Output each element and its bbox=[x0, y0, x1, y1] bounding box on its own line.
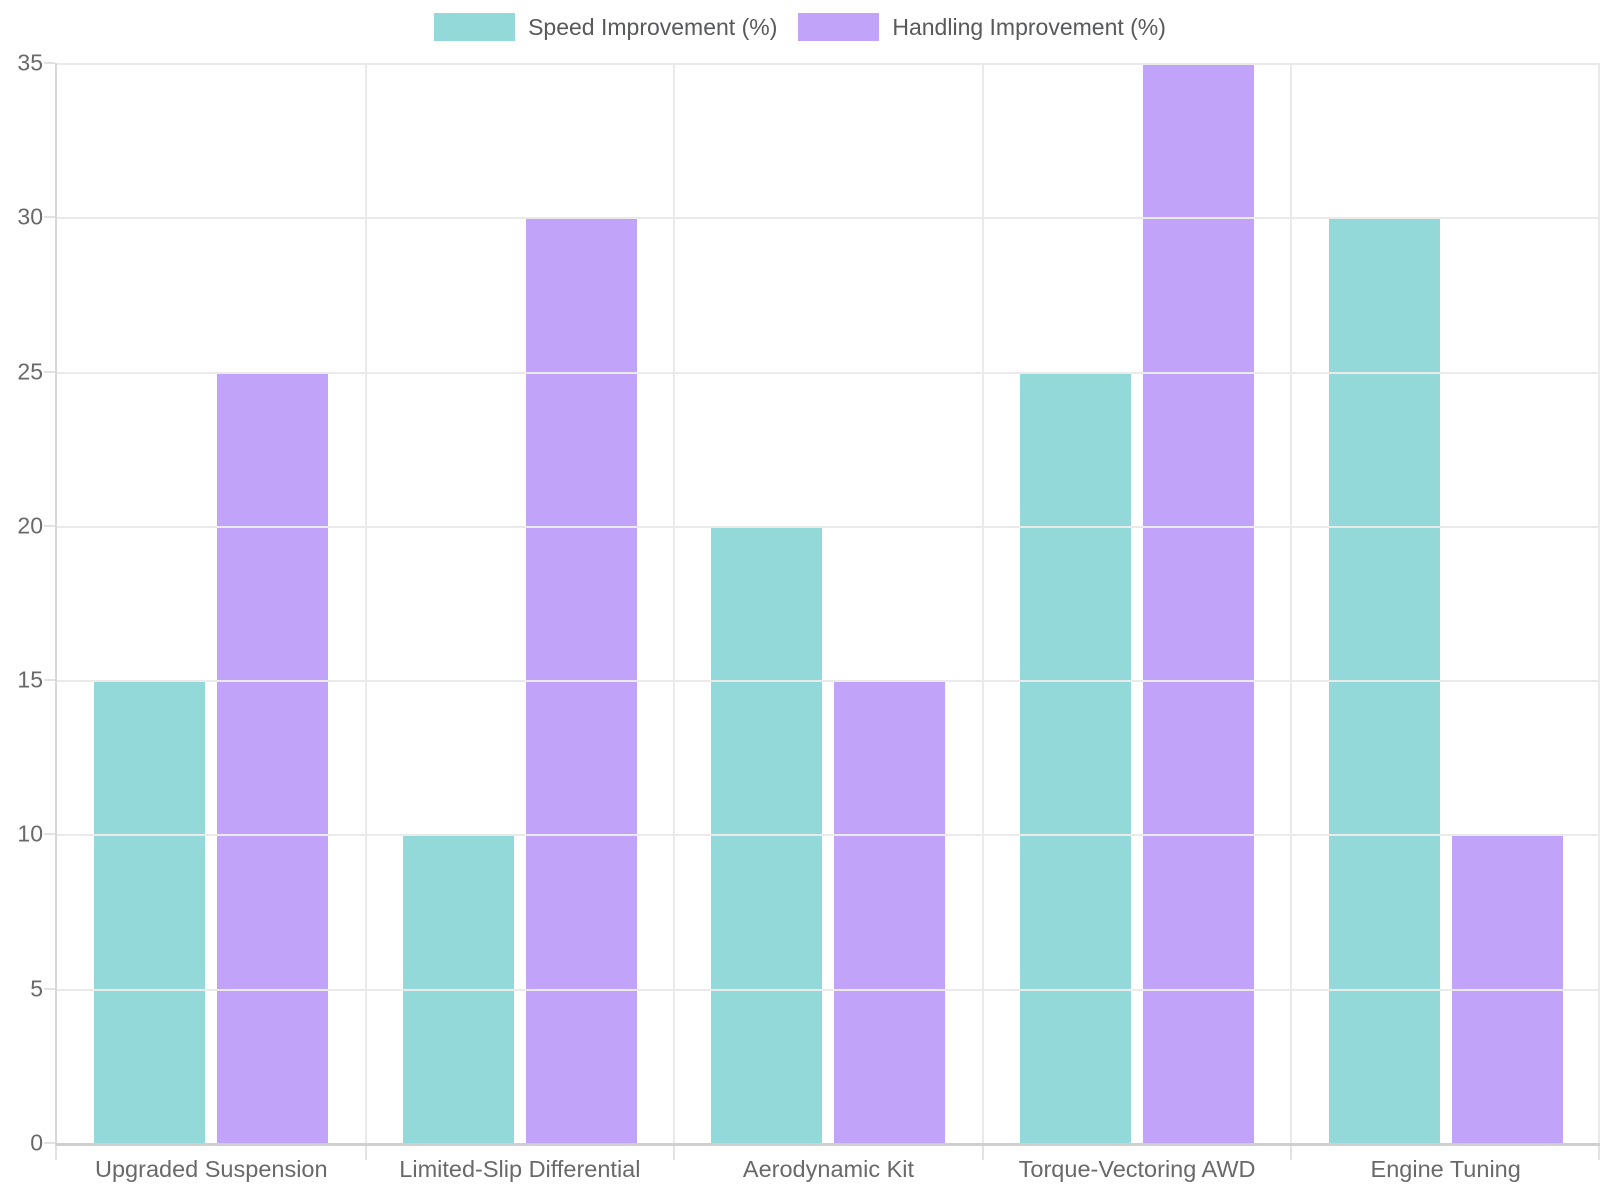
y-tick-mark-0 bbox=[44, 1142, 55, 1144]
y-tick-label-5: 5 bbox=[30, 975, 43, 1002]
category-group-engine-tuning bbox=[1291, 63, 1600, 1143]
legend-label-handling-improvement: Handling Improvement (%) bbox=[892, 13, 1166, 40]
bar-handling-improvement-upgraded-suspension[interactable] bbox=[217, 371, 329, 1143]
bar-speed-improvement-aerodynamic-kit[interactable] bbox=[711, 525, 823, 1143]
y-tick-mark-35 bbox=[44, 62, 55, 64]
y-tick-mark-20 bbox=[44, 524, 55, 527]
category-group-aerodynamic-kit bbox=[674, 63, 983, 1143]
y-tick-mark-30 bbox=[44, 216, 55, 219]
legend-item-handling-improvement[interactable]: Handling Improvement (%) bbox=[798, 13, 1166, 41]
bar-handling-improvement-torque-vectoring-awd[interactable] bbox=[1143, 63, 1255, 1143]
y-tick-mark-25 bbox=[44, 370, 55, 373]
bar-handling-improvement-aerodynamic-kit[interactable] bbox=[834, 680, 946, 1143]
category-group-torque-vectoring-awd bbox=[983, 63, 1292, 1143]
y-tick-label-0: 0 bbox=[30, 1129, 43, 1156]
legend-swatch-handling-improvement-icon bbox=[798, 13, 880, 41]
x-tick-mark-0 bbox=[55, 1146, 57, 1160]
y-tick-mark-5 bbox=[44, 987, 55, 990]
x-axis-label-torque-vectoring-awd: Torque-Vectoring AWD bbox=[1018, 1156, 1256, 1182]
x-tick-mark-2 bbox=[673, 1146, 676, 1160]
x-axis-label-limited-slip-differential: Limited-Slip Differential bbox=[399, 1156, 641, 1182]
y-tick-mark-15 bbox=[44, 679, 55, 682]
legend-swatch-speed-improvement-icon bbox=[434, 13, 516, 41]
bar-handling-improvement-engine-tuning[interactable] bbox=[1451, 834, 1563, 1143]
x-axis-label-engine-tuning: Engine Tuning bbox=[1370, 1156, 1521, 1182]
y-tick-mark-10 bbox=[44, 833, 55, 836]
bar-speed-improvement-upgraded-suspension[interactable] bbox=[94, 680, 206, 1143]
x-axis-label-aerodynamic-kit: Aerodynamic Kit bbox=[742, 1156, 915, 1182]
y-tick-label-10: 10 bbox=[17, 820, 43, 847]
y-tick-label-25: 25 bbox=[17, 358, 43, 385]
y-tick-label-35: 35 bbox=[17, 49, 43, 76]
y-tick-label-20: 20 bbox=[17, 512, 43, 539]
bar-speed-improvement-engine-tuning[interactable] bbox=[1328, 217, 1440, 1143]
category-group-upgraded-suspension bbox=[57, 63, 366, 1143]
x-tick-mark-4 bbox=[1290, 1146, 1293, 1160]
x-tick-mark-3 bbox=[981, 1146, 984, 1160]
x-axis-label-upgraded-suspension: Upgraded Suspension bbox=[95, 1156, 328, 1182]
y-tick-label-30: 30 bbox=[17, 203, 43, 230]
category-group-limited-slip-differential bbox=[366, 63, 675, 1143]
x-tick-mark-5 bbox=[1598, 1146, 1600, 1160]
legend: Speed Improvement (%) Handling Improveme… bbox=[0, 13, 1600, 41]
bar-speed-improvement-limited-slip-differential[interactable] bbox=[402, 834, 514, 1143]
legend-label-speed-improvement: Speed Improvement (%) bbox=[528, 13, 778, 40]
y-tick-label-15: 15 bbox=[17, 666, 43, 693]
y-axis: 0 5 10 15 20 25 30 35 bbox=[0, 51, 43, 1154]
bar-handling-improvement-limited-slip-differential[interactable] bbox=[525, 217, 637, 1143]
x-tick-mark-1 bbox=[364, 1146, 367, 1160]
plot-area bbox=[44, 62, 1600, 1160]
legend-item-speed-improvement[interactable]: Speed Improvement (%) bbox=[434, 13, 777, 41]
bar-speed-improvement-torque-vectoring-awd[interactable] bbox=[1020, 371, 1132, 1143]
x-axis: Upgraded Suspension Limited-Slip Differen… bbox=[57, 1156, 1600, 1190]
